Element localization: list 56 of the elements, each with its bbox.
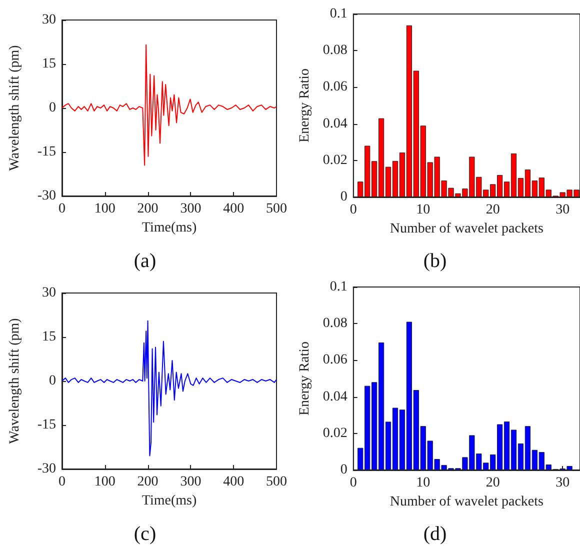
x-tick-label: 100	[94, 474, 116, 490]
x-tick-label: 300	[180, 202, 202, 216]
text: (a)	[134, 250, 156, 272]
y-tick-label: 0	[49, 100, 56, 116]
y-tick-label: 0	[49, 374, 56, 388]
y-tick-label: -15	[37, 144, 56, 160]
x-axis-title: Time(ms)	[142, 493, 197, 508]
y-axis-title: Energy Ratio	[298, 68, 312, 143]
y-tick-label: 0.1	[330, 280, 348, 294]
y-tick-label: -15	[37, 418, 56, 432]
y-tick-label: 0.06	[322, 352, 348, 368]
y-tick-label: -30	[37, 188, 56, 204]
x-tick-label: 0	[58, 474, 66, 490]
y-tick-label: 0.1	[330, 6, 348, 22]
y-tick-label: 0.04	[322, 116, 348, 132]
x-tick-label: 10	[416, 202, 430, 218]
y-tick-label: 0.08	[322, 43, 348, 58]
x-tick-label: 0	[350, 202, 357, 218]
y-tick-label: 0	[340, 190, 348, 204]
x-tick-label: 0	[350, 476, 357, 490]
x-tick-label: 100	[94, 202, 116, 216]
x-tick-label: 200	[137, 202, 158, 216]
y-tick-label: 0.04	[322, 389, 348, 404]
y-tick-label: 0.02	[322, 152, 348, 168]
text: (c)	[134, 523, 156, 545]
x-tick-label: 400	[223, 202, 244, 216]
y-tick-label: 30	[42, 286, 56, 300]
x-tick-label: 500	[266, 202, 287, 216]
text: (d)	[423, 523, 447, 545]
x-tick-label: 30	[556, 202, 570, 218]
x-tick-label: 30	[556, 476, 570, 490]
y-tick-label: 15	[42, 330, 56, 344]
text: (b)	[423, 250, 447, 272]
y-tick-label: 0	[340, 462, 348, 478]
x-tick-label: 0	[58, 202, 66, 216]
x-axis-title: Number of wavelet packets	[390, 221, 544, 236]
x-tick-label: 10	[416, 476, 430, 490]
y-axis-title: Energy Ratio	[298, 341, 312, 416]
line-series	[62, 320, 277, 456]
x-axis-title: Time(ms)	[142, 220, 197, 236]
x-tick-label: 20	[486, 476, 500, 490]
line-series	[62, 44, 277, 166]
x-tick-label: 400	[223, 474, 244, 490]
y-tick-label: 15	[42, 56, 56, 72]
x-tick-label: 20	[486, 202, 500, 218]
y-tick-label: 0.06	[322, 80, 348, 95]
y-tick-label: 0.02	[322, 426, 348, 441]
x-tick-label: 300	[180, 474, 202, 490]
x-tick-label: 200	[137, 474, 158, 490]
y-axis-title: Wavelength shift (pm)	[8, 44, 22, 171]
x-tick-label: 500	[266, 474, 287, 490]
y-tick-label: -30	[37, 462, 56, 476]
y-axis-title: Wavelength shift (pm)	[8, 318, 22, 444]
y-tick-label: 30	[42, 12, 56, 28]
x-axis-title: Number of wavelet packets	[390, 494, 544, 510]
y-tick-label: 0.08	[322, 316, 348, 332]
